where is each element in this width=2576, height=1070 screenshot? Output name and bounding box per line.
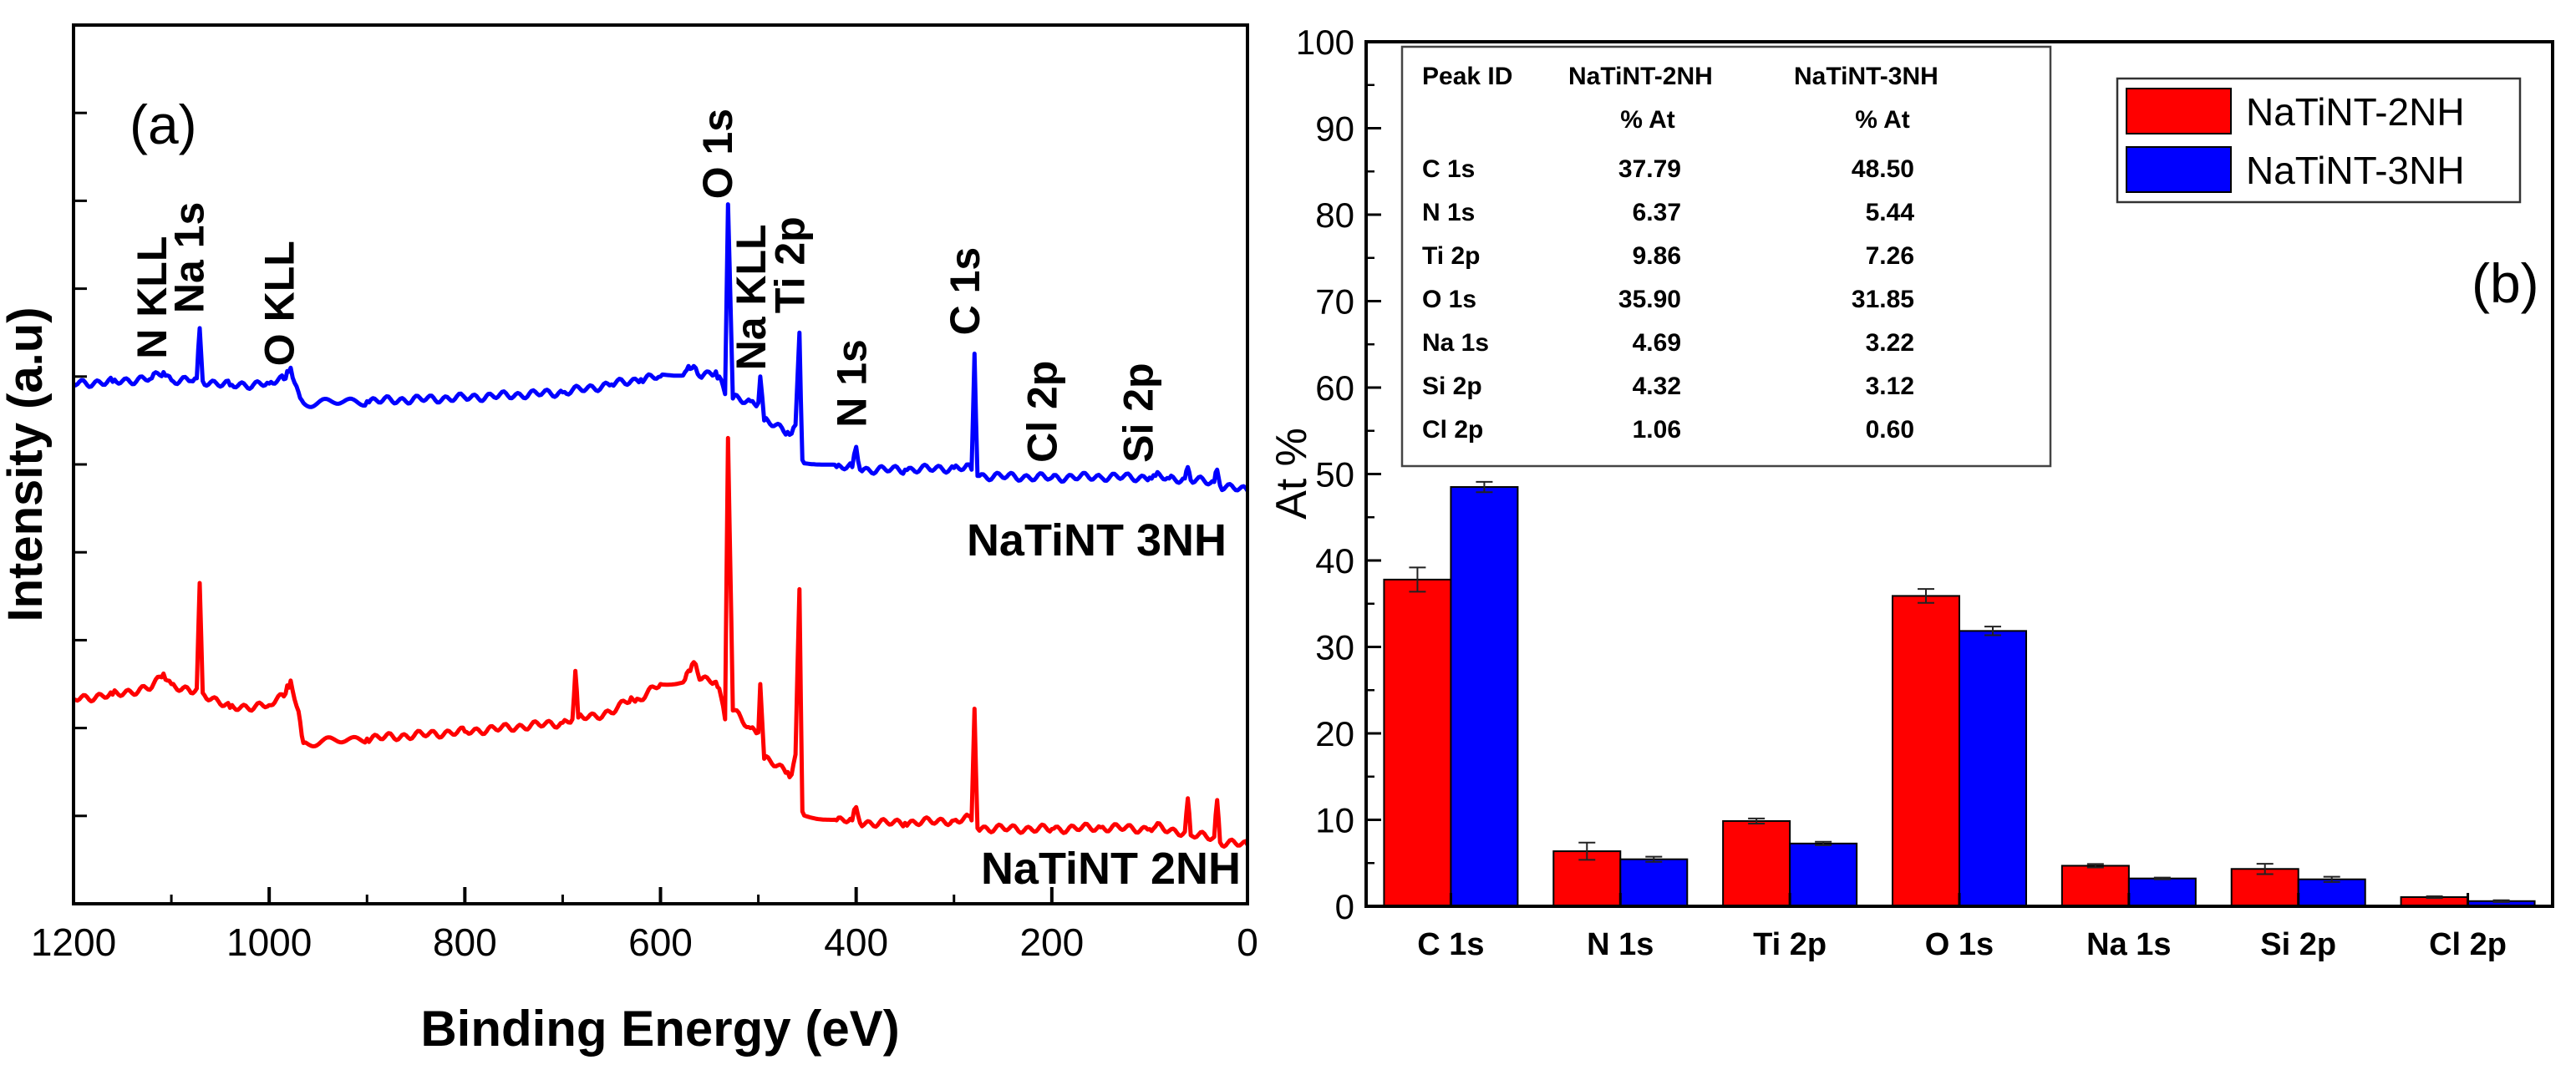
table-subheader-2nh: % At	[1620, 106, 1675, 134]
table-cell-3nh: 48.50	[1852, 155, 1914, 183]
y-tick-label: 50	[1315, 455, 1354, 494]
table-cell-2nh: 35.90	[1618, 286, 1681, 313]
table-cell-3nh: 3.12	[1866, 373, 1914, 400]
table-cell-peak: Na 1s	[1422, 329, 1489, 357]
panel-a-xlabel: Binding Energy (eV)	[420, 1001, 899, 1057]
table-cell-3nh: 7.26	[1866, 242, 1914, 270]
y-tick-label: 100	[1296, 23, 1354, 62]
y-tick-label: 30	[1315, 628, 1354, 667]
x-tick-label-na-1s: Na 1s	[2086, 927, 2171, 962]
table-cell-2nh: 4.32	[1633, 373, 1681, 400]
bar-natint-2nh-na-1s	[2060, 865, 2130, 907]
table-frame	[1400, 45, 2052, 468]
legend: NaTiNT-2NH NaTiNT-3NH	[2116, 77, 2522, 204]
peak-label-na-kll: Na KLL	[728, 224, 775, 370]
spectrum-line-natint-3nh	[72, 202, 1250, 493]
legend-label-2nh: NaTiNT-2NH	[2246, 90, 2465, 134]
table-cell-2nh: 9.86	[1633, 242, 1681, 270]
x-tick-label-ti-2p: Ti 2p	[1753, 927, 1827, 962]
atomic-percent-panel: 0 10 20 30 40 50 60 70 80 90 100 C 1s N 1s Ti 2p O 1s N…	[1268, 23, 2554, 962]
legend-label-3nh: NaTiNT-3NH	[2246, 149, 2465, 192]
spectrum-line-natint-2nh	[73, 435, 1250, 849]
table-cell-2nh: 1.06	[1633, 416, 1681, 444]
y-tick-label: 90	[1315, 109, 1354, 149]
x-tick-label: 200	[1019, 920, 1084, 964]
x-tick-label: 1000	[226, 920, 312, 964]
table-cell-2nh: 4.69	[1633, 329, 1681, 357]
peak-label-n-kll: N KLL	[129, 236, 175, 359]
y-tick-label: 0	[1335, 887, 1354, 926]
table-header-peak-id: Peak ID	[1422, 63, 1512, 90]
peak-label-na-1s: Na 1s	[166, 202, 213, 313]
table-rows: C 1s 37.79 48.50 N 1s 6.37 5.44 Ti 2p 9.86 7.26 O…	[1422, 155, 1914, 444]
peak-label-c-1s: C 1s	[942, 247, 988, 336]
x-tick-label: 0	[1237, 920, 1258, 964]
table-cell-3nh: 31.85	[1852, 286, 1914, 313]
x-tick-label-c-1s: C 1s	[1417, 927, 1484, 962]
bar-natint-3nh-c-1s	[1450, 486, 1519, 908]
x-tick-label-si-2p: Si 2p	[2260, 927, 2336, 962]
bar-marks	[1383, 480, 2536, 908]
table-cell-3nh: 5.44	[1866, 199, 1915, 226]
table-cell-3nh: 0.60	[1866, 416, 1914, 444]
panel-b-ylabel: At %	[1268, 428, 1316, 520]
table-cell-peak: N 1s	[1422, 199, 1475, 226]
bar-natint-3nh-si-2p	[2297, 878, 2366, 908]
table-cell-2nh: 37.79	[1618, 155, 1681, 183]
bar-natint-2nh-ti-2p	[1722, 819, 1791, 907]
series-label-2nh: NaTiNT 2NH	[981, 844, 1241, 894]
peak-label-n-1s: N 1s	[828, 339, 875, 428]
panel-a-ticks: 1200 1000 800 600 400 200 0	[31, 23, 1258, 964]
y-tick-label: 40	[1315, 541, 1354, 581]
y-tick-label: 70	[1315, 282, 1354, 322]
composition-table: Peak ID NaTiNT-2NH NaTiNT-3NH % At % At …	[1400, 45, 2052, 468]
bar-natint-2nh-o-1s	[1892, 595, 1960, 907]
table-header-2nh: NaTiNT-2NH	[1568, 63, 1713, 90]
table-cell-peak: Cl 2p	[1422, 416, 1483, 444]
y-tick-label: 60	[1315, 368, 1354, 408]
panel-a-ylabel: Intensity (a.u)	[0, 307, 53, 621]
panel-a-frame	[72, 23, 1249, 905]
panel-a-label: (a)	[130, 94, 197, 155]
table-cell-peak: O 1s	[1422, 286, 1476, 313]
x-tick-label-n-1s: N 1s	[1587, 927, 1654, 962]
panel-b-label: (b)	[2472, 252, 2539, 314]
bar-natint-3nh-o-1s	[1959, 630, 2027, 907]
x-tick-label: 800	[433, 920, 497, 964]
table-subheader-3nh: % At	[1855, 106, 1910, 134]
bar-natint-3nh-na-1s	[2127, 877, 2197, 907]
table-cell-2nh: 6.37	[1633, 199, 1681, 226]
legend-swatch-2nh	[2126, 88, 2232, 134]
x-tick-label: 1200	[31, 920, 116, 964]
x-tick-label: 600	[628, 920, 693, 964]
bar-natint-3nh-ti-2p	[1789, 842, 1858, 908]
peak-label-cl-2p: Cl 2p	[1019, 361, 1066, 463]
panel-b-ticks: 0 10 20 30 40 50 60 70 80 90 100 C 1s N 1s Ti 2p O 1s N…	[1296, 23, 2507, 962]
table-cell-peak: Si 2p	[1422, 373, 1482, 400]
x-tick-label-cl-2p: Cl 2p	[2429, 927, 2507, 962]
table-cell-3nh: 3.22	[1866, 329, 1914, 357]
table-cell-peak: C 1s	[1422, 155, 1475, 183]
table-header-3nh: NaTiNT-3NH	[1794, 63, 1938, 90]
y-tick-label: 80	[1315, 195, 1354, 235]
x-tick-label: 400	[824, 920, 888, 964]
y-tick-label: 20	[1315, 714, 1354, 753]
peak-label-o-1s: O 1s	[694, 109, 741, 199]
series-label-3nh: NaTiNT 3NH	[967, 515, 1227, 565]
peak-label-o-kll: O KLL	[256, 241, 302, 366]
y-tick-label: 10	[1315, 801, 1354, 840]
xps-spectra	[72, 202, 1250, 849]
x-tick-label-o-1s: O 1s	[1925, 927, 1994, 962]
peak-label-si-2p: Si 2p	[1115, 363, 1161, 462]
peak-label-ti-2p: Ti 2p	[767, 216, 814, 313]
table-cell-peak: Ti 2p	[1422, 242, 1480, 270]
bar-natint-2nh-c-1s	[1383, 578, 1452, 907]
legend-swatch-3nh	[2126, 146, 2232, 193]
bar-natint-3nh-n-1s	[1619, 858, 1689, 908]
